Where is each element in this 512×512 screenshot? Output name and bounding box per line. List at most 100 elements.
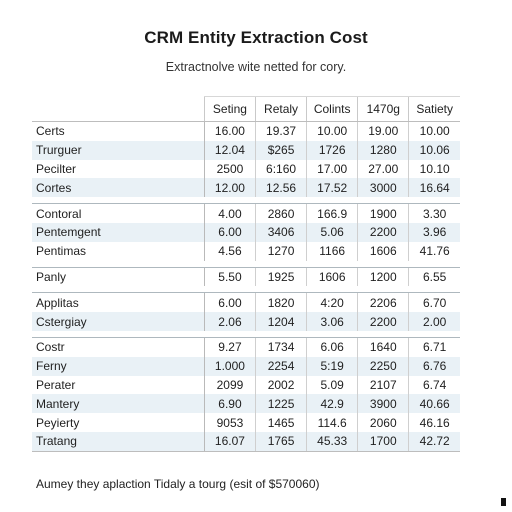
table-cell[interactable]: 6.76 xyxy=(408,356,460,376)
table-cell[interactable]: 42.9 xyxy=(306,394,358,414)
table-cell[interactable]: 6.00 xyxy=(203,292,256,313)
table-cell[interactable]: 6.06 xyxy=(306,336,358,357)
table-cell[interactable]: 3.96 xyxy=(408,222,460,242)
table-cell[interactable]: 2060 xyxy=(357,413,409,432)
table-cell[interactable]: 166.9 xyxy=(306,203,358,223)
column-header[interactable]: 1470g xyxy=(357,96,409,122)
table-cell[interactable]: 1280 xyxy=(357,140,409,160)
table-row[interactable]: Costr 9.27 1734 6.06 1640 6.71 xyxy=(32,336,460,357)
table-row[interactable]: Trurguer 12.04 $265 1726 1280 10.06 xyxy=(32,140,460,160)
table-cell[interactable]: 41.76 xyxy=(408,241,460,261)
table-cell[interactable]: 42.72 xyxy=(408,431,460,452)
table-cell[interactable]: 2250 xyxy=(357,356,409,376)
table-cell[interactable]: 2107 xyxy=(357,375,409,395)
table-cell[interactable]: 2254 xyxy=(254,356,307,376)
table-cell[interactable]: 3406 xyxy=(254,222,307,242)
table-row[interactable]: Contoral 4.00 2860 166.9 1900 3.30 xyxy=(32,203,460,223)
table-cell[interactable]: 9.27 xyxy=(203,336,256,357)
table-row[interactable]: Perater 2099 2002 5.09 2107 6.74 xyxy=(32,375,460,395)
table-cell[interactable]: 1225 xyxy=(254,394,307,414)
table-cell[interactable]: 10.06 xyxy=(408,140,460,160)
table-cell[interactable]: 10.00 xyxy=(306,120,358,141)
table-cell[interactable]: 46.16 xyxy=(408,413,460,432)
table-cell[interactable]: 17.00 xyxy=(306,159,358,179)
table-cell[interactable]: 1700 xyxy=(357,431,409,452)
column-header[interactable]: Colints xyxy=(306,96,358,122)
table-cell[interactable]: 2.00 xyxy=(408,312,460,331)
table-row[interactable]: Applitas 6.00 1820 4:20 2206 6.70 xyxy=(32,292,460,313)
table-cell[interactable]: 1.000 xyxy=(203,356,256,376)
table-cell[interactable]: 12.00 xyxy=(203,178,256,198)
table-cell[interactable]: 19.00 xyxy=(357,120,409,141)
table-cell[interactable]: 1734 xyxy=(254,336,307,357)
table-row[interactable]: Ferny 1.000 2254 5:19 2250 6.76 xyxy=(32,356,460,376)
table-cell[interactable]: 1166 xyxy=(306,241,358,261)
table-cell[interactable]: 6.71 xyxy=(408,336,460,357)
table-cell[interactable]: 2002 xyxy=(254,375,307,395)
table-cell[interactable]: 2200 xyxy=(357,312,409,331)
table-cell[interactable]: 3900 xyxy=(357,394,409,414)
table-cell[interactable]: 3.30 xyxy=(408,203,460,223)
table-row[interactable]: Panly 5.50 1925 1606 1200 6.55 xyxy=(32,266,460,287)
table-cell[interactable]: 6.74 xyxy=(408,375,460,395)
table-cell[interactable]: 2860 xyxy=(254,203,307,223)
table-cell[interactable]: 3.06 xyxy=(306,312,358,331)
table-cell[interactable]: 1606 xyxy=(357,241,409,261)
table-cell[interactable]: 1726 xyxy=(306,140,358,160)
table-cell[interactable]: 2200 xyxy=(357,222,409,242)
table-cell[interactable]: 1606 xyxy=(306,266,358,287)
table-cell[interactable]: 19.37 xyxy=(254,120,307,141)
column-header[interactable]: Satiety xyxy=(408,96,460,122)
table-row[interactable]: Pentimas 4.56 1270 1166 1606 41.76 xyxy=(32,241,460,261)
table-cell[interactable]: 6:160 xyxy=(254,159,307,179)
table-cell[interactable]: 1204 xyxy=(254,312,307,331)
table-cell[interactable]: 1925 xyxy=(254,266,307,287)
table-cell[interactable]: 12.04 xyxy=(203,140,256,160)
table-cell[interactable]: 9053 xyxy=(203,413,256,432)
column-header[interactable]: Retaly xyxy=(254,96,307,122)
table-cell[interactable]: 1820 xyxy=(254,292,307,313)
table-cell[interactable]: 4:20 xyxy=(306,292,358,313)
table-cell[interactable]: 1765 xyxy=(254,431,307,452)
table-cell[interactable]: 5:19 xyxy=(306,356,358,376)
table-cell[interactable]: 12.56 xyxy=(254,178,307,198)
table-cell[interactable]: 5.50 xyxy=(203,266,256,287)
column-header[interactable]: Seting xyxy=(203,96,256,122)
table-cell[interactable]: 114.6 xyxy=(306,413,358,432)
table-cell[interactable]: 16.07 xyxy=(203,431,256,452)
table-cell[interactable]: 6.00 xyxy=(203,222,256,242)
table-row[interactable]: Cortes 12.00 12.56 17.52 3000 16.64 xyxy=(32,178,460,198)
table-cell[interactable]: 4.56 xyxy=(203,241,256,261)
table-cell[interactable]: $265 xyxy=(254,140,307,160)
table-cell[interactable]: 45.33 xyxy=(306,431,358,452)
table-cell[interactable]: 3000 xyxy=(357,178,409,198)
table-cell[interactable]: 4.00 xyxy=(203,203,256,223)
table-cell[interactable]: 5.09 xyxy=(306,375,358,395)
table-cell[interactable]: 1900 xyxy=(357,203,409,223)
table-cell[interactable]: 17.52 xyxy=(306,178,358,198)
table-cell[interactable]: 6.55 xyxy=(408,266,460,287)
table-row[interactable]: Pecilter 2500 6:160 17.00 27.00 10.10 xyxy=(32,159,460,179)
table-cell[interactable]: 6.70 xyxy=(408,292,460,313)
table-row[interactable]: Mantery 6.90 1225 42.9 3900 40.66 xyxy=(32,394,460,414)
table-cell[interactable]: 1200 xyxy=(357,266,409,287)
table-cell[interactable]: 1640 xyxy=(357,336,409,357)
table-cell[interactable]: 1465 xyxy=(254,413,307,432)
table-cell[interactable]: 5.06 xyxy=(306,222,358,242)
table-cell[interactable]: 2500 xyxy=(203,159,256,179)
table-cell[interactable]: 27.00 xyxy=(357,159,409,179)
table-row[interactable]: Pentemgent 6.00 3406 5.06 2200 3.96 xyxy=(32,222,460,242)
table-cell[interactable]: 40.66 xyxy=(408,394,460,414)
table-row[interactable]: Cstergiay 2.06 1204 3.06 2200 2.00 xyxy=(32,312,460,331)
table-cell[interactable]: 10.00 xyxy=(408,120,460,141)
table-row[interactable]: Certs 16.00 19.37 10.00 19.00 10.00 xyxy=(32,120,460,141)
table-cell[interactable]: 16.00 xyxy=(203,120,256,141)
table-cell[interactable]: 16.64 xyxy=(408,178,460,198)
table-cell[interactable]: 2099 xyxy=(203,375,256,395)
table-cell[interactable]: 10.10 xyxy=(408,159,460,179)
table-row[interactable]: Tratang 16.07 1765 45.33 1700 42.72 xyxy=(32,431,460,452)
table-row[interactable]: Peyierty 9053 1465 114.6 2060 46.16 xyxy=(32,413,460,432)
table-cell[interactable]: 1270 xyxy=(254,241,307,261)
table-cell[interactable]: 2206 xyxy=(357,292,409,313)
table-cell[interactable]: 2.06 xyxy=(203,312,256,331)
